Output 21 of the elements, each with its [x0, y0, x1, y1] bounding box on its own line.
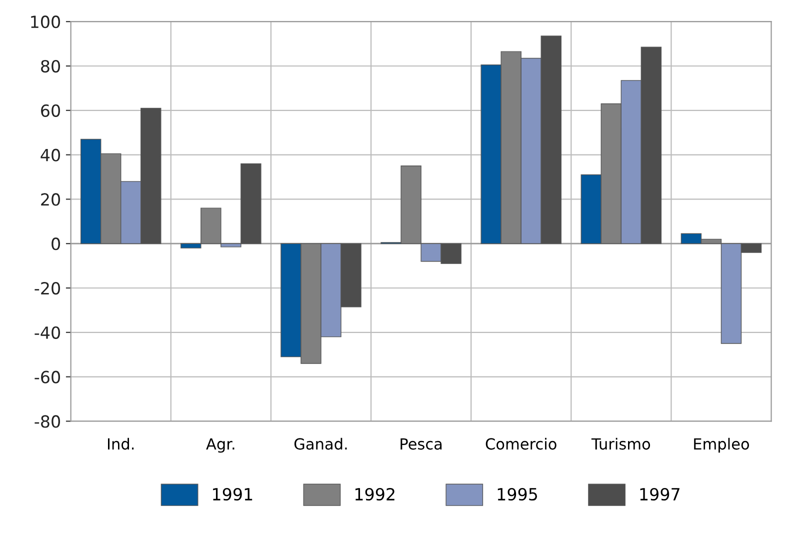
y-tick-label: -20 — [34, 282, 60, 295]
x-tick-label: Comercio — [486, 438, 556, 450]
legend-label: 1992 — [355, 488, 394, 501]
x-tick-label: Pesca — [400, 438, 442, 450]
legend-label: 1991 — [213, 488, 252, 501]
y-tick-label: 80 — [41, 60, 60, 73]
x-tick-label: Ganad. — [294, 438, 347, 450]
y-tick-label: 60 — [41, 104, 60, 117]
y-tick-label: 40 — [40, 148, 60, 162]
x-tick-label: Turismo — [591, 438, 650, 450]
y-tick-label: -40 — [34, 326, 60, 339]
y-tick-label: 0 — [52, 238, 60, 250]
legend-label: 1997 — [640, 488, 680, 501]
y-tick-label: -60 — [34, 370, 60, 384]
x-tick-label: Ind. — [108, 438, 134, 450]
y-tick-label: -80 — [34, 415, 60, 428]
x-tick-label: Empleo — [694, 438, 750, 453]
y-tick-label: 20 — [41, 193, 60, 206]
x-tick-label: Agr. — [206, 438, 234, 453]
y-tick-label: 100 — [31, 16, 60, 28]
legend-label: 1995 — [498, 488, 538, 501]
